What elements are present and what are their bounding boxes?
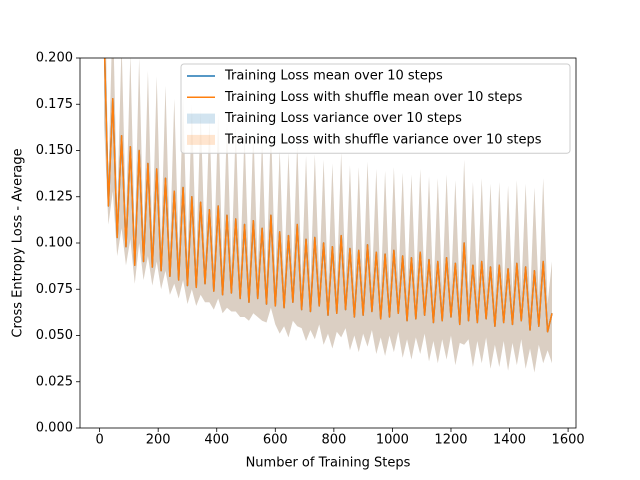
x-tick-label: 0 — [95, 433, 103, 448]
x-tick-label: 1000 — [376, 433, 409, 448]
legend: Training Loss mean over 10 steps Training… — [180, 63, 571, 154]
y-tick-label: 0.000 — [36, 421, 73, 436]
x-tick-label: 1600 — [552, 433, 585, 448]
legend-label: Training Loss mean over 10 steps — [224, 69, 443, 84]
legend-frame — [180, 63, 571, 154]
y-tick-label: 0.125 — [36, 189, 73, 204]
legend-label: Training Loss with shuffle mean over 10 … — [224, 90, 523, 105]
x-tick-label: 1200 — [434, 433, 467, 448]
x-tick-label: 400 — [204, 433, 229, 448]
x-tick-label: 600 — [263, 433, 288, 448]
y-tick-label: 0.100 — [36, 236, 73, 251]
y-tick-label: 0.175 — [36, 97, 73, 112]
y-tick-label: 0.075 — [36, 282, 73, 297]
y-tick-label: 0.150 — [36, 143, 73, 158]
x-tick-label: 1400 — [493, 433, 526, 448]
plot-area — [103, 58, 553, 373]
legend-swatch — [187, 134, 215, 145]
y-axis-label: Cross Entropy Loss - Average — [11, 148, 26, 337]
x-tick-label: 200 — [146, 433, 171, 448]
x-axis-label: Number of Training Steps — [246, 456, 411, 471]
y-tick-label: 0.200 — [36, 51, 73, 66]
legend-label: Training Loss variance over 10 steps — [224, 111, 462, 126]
x-tick-label: 800 — [321, 433, 346, 448]
legend-swatch — [187, 113, 215, 124]
mean-line — [103, 58, 553, 333]
y-tick-label: 0.050 — [36, 328, 73, 343]
legend-label: Training Loss with shuffle variance over… — [224, 132, 542, 147]
y-tick-label: 0.025 — [36, 374, 73, 389]
